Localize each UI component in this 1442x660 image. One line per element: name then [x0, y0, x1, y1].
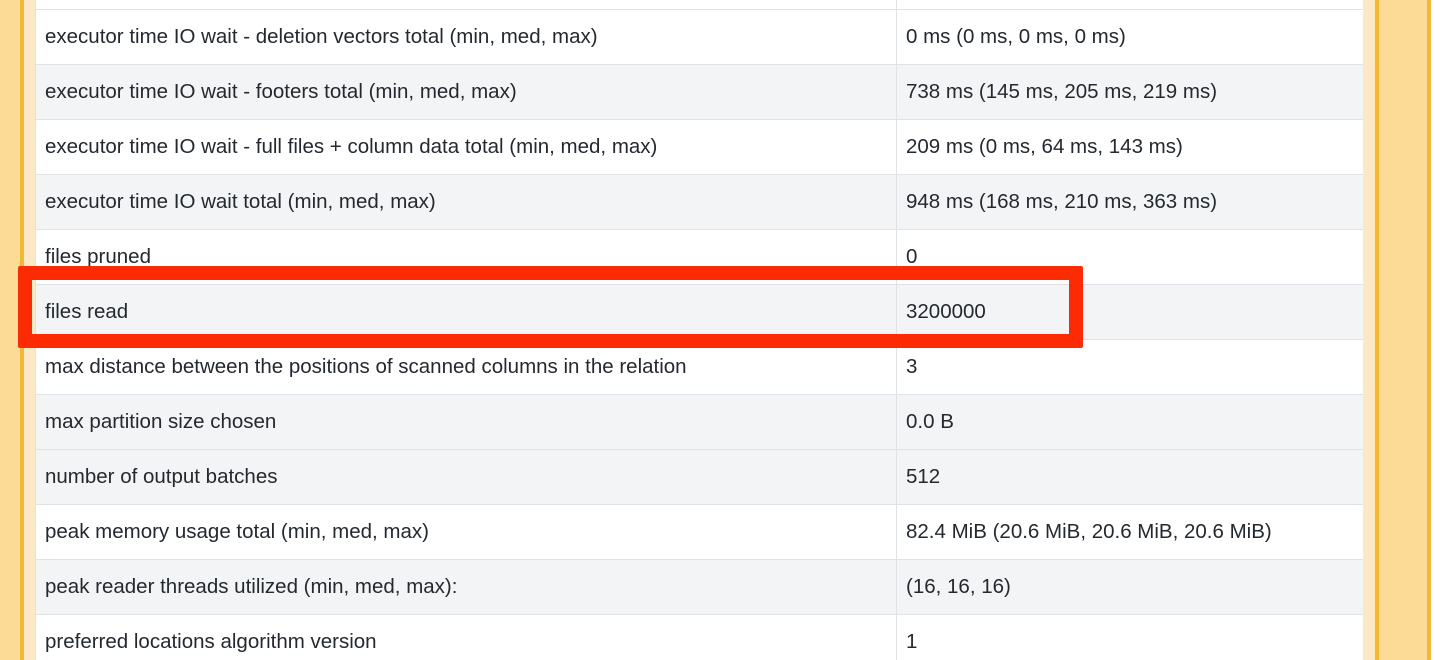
table-row: peak reader threads utilized (min, med, … — [35, 559, 1364, 615]
right-gutter-fill — [1379, 0, 1427, 660]
metric-name-cell: peak memory usage total (min, med, max) — [35, 504, 897, 560]
right-gutter-rule-b — [1427, 0, 1431, 660]
metric-name-cell — [35, 0, 897, 10]
query-metrics-body: executor time IO wait - deletion vectors… — [35, 0, 1364, 660]
metric-value-cell: 0 ms (0 ms, 0 ms, 0 ms) — [896, 9, 1364, 65]
metric-value-cell: 82.4 MiB (20.6 MiB, 20.6 MiB, 20.6 MiB) — [896, 504, 1364, 560]
metric-name-cell: number of output batches — [35, 449, 897, 505]
metric-name-cell: files pruned — [35, 229, 897, 285]
metric-name-cell: max partition size chosen — [35, 394, 897, 450]
table-row: preferred locations algorithm version 1 — [35, 614, 1364, 660]
metric-name-cell: executor time IO wait - deletion vectors… — [35, 9, 897, 65]
metric-value-cell: 0.0 B — [896, 394, 1364, 450]
table-row: executor time IO wait - footers total (m… — [35, 64, 1364, 120]
metric-value-cell: 738 ms (145 ms, 205 ms, 219 ms) — [896, 64, 1364, 120]
table-row: executor time IO wait total (min, med, m… — [35, 174, 1364, 230]
metric-value-cell: 3 — [896, 339, 1364, 395]
right-gutter-cream — [1363, 0, 1375, 660]
metric-value-cell: 948 ms (168 ms, 210 ms, 363 ms) — [896, 174, 1364, 230]
metric-value-cell: 209 ms (0 ms, 64 ms, 143 ms) — [896, 119, 1364, 175]
metric-name-cell: preferred locations algorithm version — [35, 614, 897, 660]
metric-name-cell: files read — [35, 284, 897, 340]
table-row: number of output batches 512 — [35, 449, 1364, 505]
metric-value-cell — [896, 0, 1364, 10]
metric-name-cell: peak reader threads utilized (min, med, … — [35, 559, 897, 615]
metric-value-cell: 1 — [896, 614, 1364, 660]
left-gutter-fill — [0, 0, 20, 660]
table-row: max distance between the positions of sc… — [35, 339, 1364, 395]
right-gutter-rule-a — [1375, 0, 1379, 660]
table-row: executor time IO wait - deletion vectors… — [35, 9, 1364, 65]
metric-name-cell: executor time IO wait - full files + col… — [35, 119, 897, 175]
left-gutter-cream — [24, 0, 35, 660]
table-row: max partition size chosen 0.0 B — [35, 394, 1364, 450]
table-row: executor time IO wait - full files + col… — [35, 119, 1364, 175]
right-gutter-white — [1431, 0, 1442, 660]
table-row-clipped — [35, 0, 1364, 10]
table-row: peak memory usage total (min, med, max) 8… — [35, 504, 1364, 560]
metric-name-cell: executor time IO wait - footers total (m… — [35, 64, 897, 120]
metric-name-cell: executor time IO wait total (min, med, m… — [35, 174, 897, 230]
metric-value-cell: 512 — [896, 449, 1364, 505]
metric-name-cell: max distance between the positions of sc… — [35, 339, 897, 395]
table-row: files read 3200000 — [35, 284, 1364, 340]
metric-value-cell: 0 — [896, 229, 1364, 285]
table-row: files pruned 0 — [35, 229, 1364, 285]
query-metrics-table: executor time IO wait - deletion vectors… — [35, 0, 1364, 660]
metric-value-cell: 3200000 — [896, 284, 1364, 340]
metric-value-cell: (16, 16, 16) — [896, 559, 1364, 615]
